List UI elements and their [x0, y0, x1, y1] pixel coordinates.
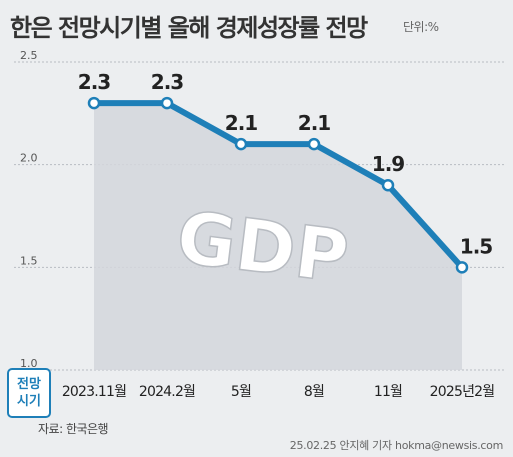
- x-tick-label: 5월: [231, 384, 251, 400]
- data-point: [307, 137, 321, 151]
- data-point: [455, 261, 469, 274]
- y-tick-label: 2.0: [20, 152, 38, 165]
- data-label: 2.3: [151, 70, 184, 94]
- x-tick-label: 8월: [304, 384, 324, 400]
- line-layer: 2.3 2.3 2.1 2.1 1.9 1.5: [78, 70, 493, 274]
- x-axis-label-line2: 시기: [17, 394, 41, 409]
- credit-line: 25.02.25 안지혜 기자 hokma@newsis.com: [289, 439, 504, 452]
- data-label: 1.5: [460, 234, 493, 258]
- unit-label: 단위:%: [403, 20, 439, 34]
- x-tick-label: 11월: [374, 384, 402, 400]
- area-fill: [94, 103, 462, 371]
- x-tick-label: 2023.11월: [62, 384, 126, 400]
- data-point: [160, 96, 174, 110]
- data-label: 2.1: [225, 111, 258, 135]
- x-axis-label-box: 전망 시기: [7, 368, 51, 418]
- x-axis-label-line1: 전망: [17, 377, 41, 392]
- area-layer: [94, 103, 462, 371]
- source-note: 자료: 한국은행: [38, 422, 109, 436]
- chart-title: 한은 전망시기별 올해 경제성장률 전망: [10, 14, 368, 42]
- series-line: [91, 100, 465, 271]
- data-label: 2.1: [298, 111, 331, 135]
- y-tick-label: 2.5: [20, 49, 38, 62]
- y-tick-label: 1.5: [20, 254, 38, 267]
- y-tick-label: 1.0: [20, 357, 38, 370]
- x-tick-label: 2025년2월: [430, 384, 495, 400]
- x-tick-label: 2024.2월: [139, 384, 195, 400]
- data-point: [87, 96, 101, 110]
- x-axis-labels: 2023.11월 2024.2월 5월 8월 11월 2025년2월: [62, 384, 495, 400]
- data-label: 2.3: [78, 70, 111, 94]
- data-point: [234, 137, 248, 151]
- data-point: [381, 178, 395, 192]
- data-label: 1.9: [372, 152, 405, 176]
